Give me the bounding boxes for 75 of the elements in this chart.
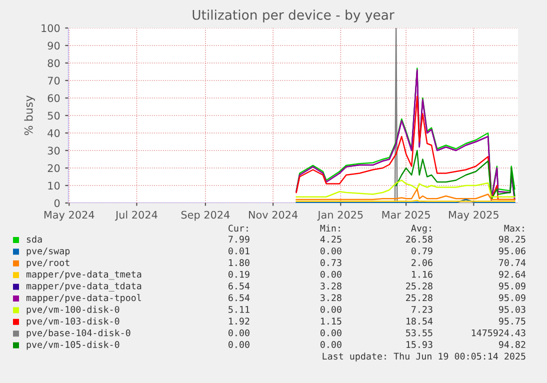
y-tick-label: 50 [48,112,60,120]
text: 1.16 [412,270,432,278]
x-tick-label: Jan 2025 [317,210,363,221]
text: 1.92 [229,318,250,325]
y-tick-label: 60 [48,94,60,102]
text: 0.00 [228,329,250,336]
x-tick-label: Nov 2024 [248,210,298,219]
legend-label: pve/swap [26,248,70,256]
text: Cur: [228,224,248,232]
text: 95.75 [498,318,526,325]
chart-title: Utilization per device - by year [192,10,394,22]
y-tick-label: 80 [48,59,60,68]
y-tick-label: 10 [48,182,60,190]
text: 25.28 [406,294,432,302]
y-tick-label: 30 [48,146,60,155]
text: 0.19 [228,270,250,278]
text: 26.58 [406,236,432,243]
text: 3.28 [320,294,342,302]
text: 1.15 [321,318,342,325]
text: 0.00 [320,329,342,336]
text: 0.00 [320,247,342,254]
text: 0.00 [320,306,342,313]
y-axis-title: % busy [24,96,35,136]
text: 3.28 [320,282,342,290]
text: 95.03 [498,306,526,313]
text: 4.25 [320,236,342,243]
legend-label: pve/vm-103-disk-0 [26,317,120,326]
text: 94.82 [498,341,526,348]
text: 2.06 [412,259,432,266]
x-tick-label: Mar 2025 [382,210,430,219]
text: Last update: Thu Jun 19 00:05:14 2025 [322,352,526,362]
text: 0.79 [412,247,432,254]
legend-label: mapper/pve-data-tpool [26,294,142,303]
text: 95.09 [498,282,526,290]
y-tick-label: 0 [54,199,60,208]
text: 18.54 [406,318,433,325]
legend-label: mapper/pve-data_tmeta [26,270,142,280]
text: Max: [504,224,524,232]
text: 6.54 [228,294,250,302]
legend-label: mapper/pve-data_tdata [26,282,142,292]
text: 92.64 [498,270,526,278]
text: 1475924.43 [472,329,526,336]
text: 0.73 [320,259,342,266]
text: 5.11 [228,306,250,313]
y-tick-label: 40 [48,129,60,138]
x-tick-label: Jul 2024 [114,210,158,221]
x-tick-label: Sep 2024 [181,210,230,221]
x-tick-label: May 2024 [44,210,94,221]
text: 53.55 [406,329,432,336]
legend-label: pve/base-104-disk-0 [26,329,130,338]
y-tick-label: 70 [48,76,60,85]
text: 0.00 [320,341,342,348]
text: 25.28 [406,282,432,290]
text: 0.00 [320,270,342,278]
x-tick-label: May 2025 [449,210,498,221]
text: 70.74 [499,259,526,266]
y-tick-label: 100 [42,24,60,32]
text: 98.25 [498,236,526,243]
text: 95.06 [498,247,526,254]
text: 0.01 [228,247,250,254]
legend-label: sda [26,236,42,243]
text: 7.99 [228,236,250,243]
text: 95.09 [498,294,526,302]
text: 0.00 [228,341,250,348]
y-tick-label: 20 [48,164,60,172]
text: 15.93 [406,341,432,348]
text: 7.23 [412,306,432,313]
text: Avg: [411,224,431,234]
legend-label: pve/root [26,259,70,268]
legend-label: pve/vm-100-disk-0 [26,306,120,315]
text: 1.80 [229,259,250,266]
text: 6.54 [228,282,250,290]
y-tick-label: 90 [48,42,60,50]
legend-label: pve/vm-105-disk-0 [26,340,120,350]
text: Min: [320,224,340,232]
